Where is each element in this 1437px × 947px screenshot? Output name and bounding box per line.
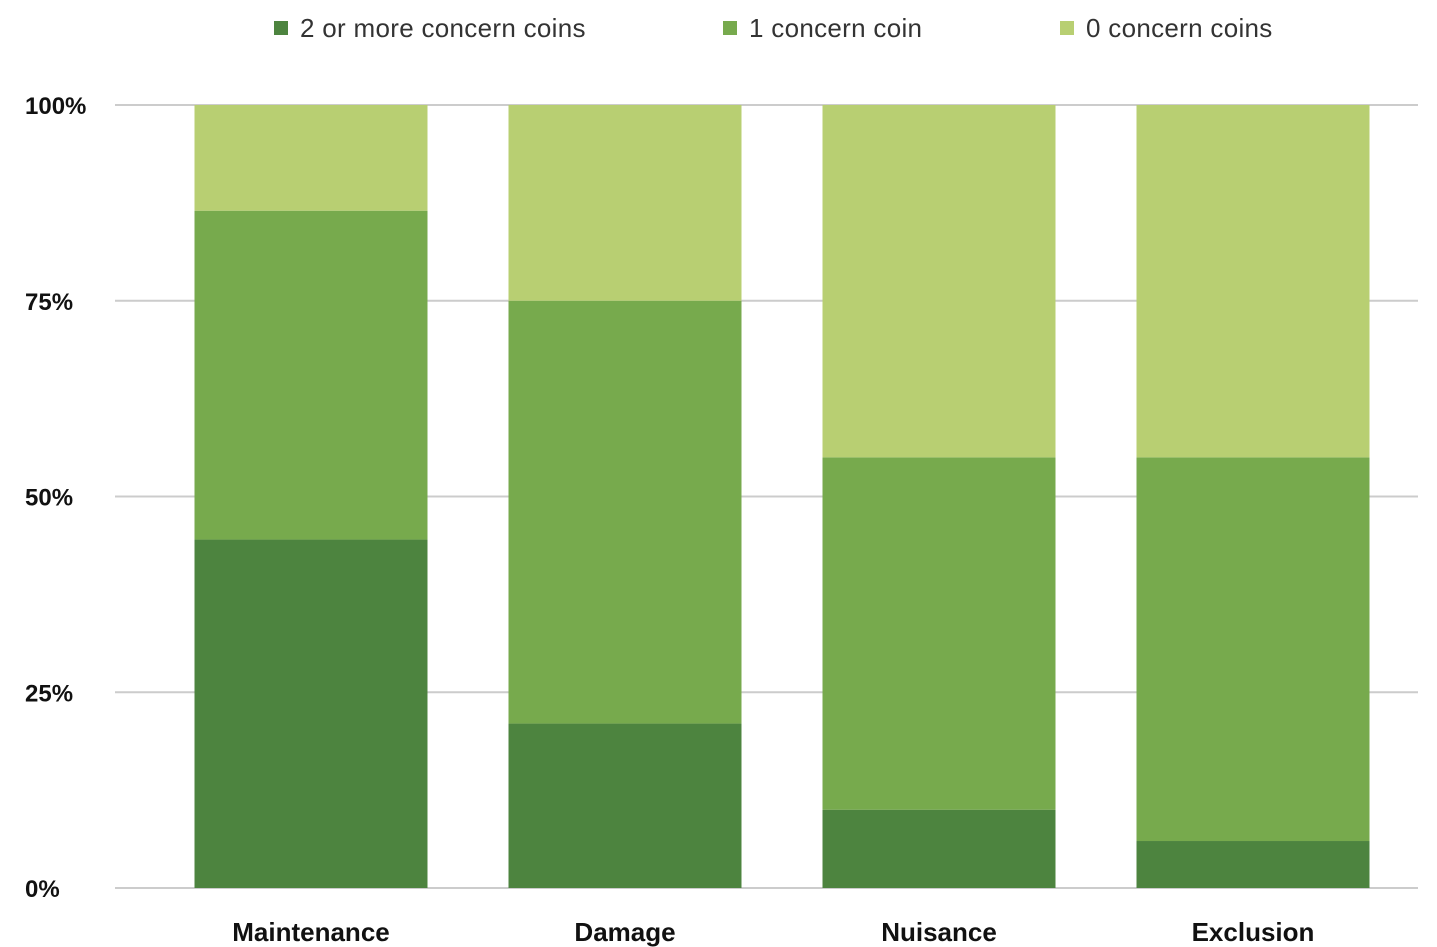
bar-segment-damage-s0 — [508, 723, 742, 888]
legend-item-one: 1 concern coin — [723, 8, 922, 48]
x-tick-label: Exclusion — [1192, 917, 1315, 947]
legend-item-zero: 0 concern coins — [1060, 8, 1273, 48]
chart-legend: 2 or more concern coins 1 concern coin 0… — [0, 8, 1437, 48]
bar-segment-exclusion-s1 — [1136, 457, 1370, 842]
bar-segment-nuisance-s0 — [822, 809, 1056, 888]
y-tick-label: 100% — [25, 93, 86, 120]
legend-item-two-plus: 2 or more concern coins — [274, 8, 586, 48]
bar-segment-maintenance-s1 — [194, 210, 428, 540]
bar-segment-damage-s1 — [508, 300, 742, 724]
legend-swatch-two-plus — [274, 21, 288, 35]
y-tick-label: 50% — [25, 485, 73, 512]
bar-segment-nuisance-s2 — [822, 105, 1056, 458]
y-tick-label: 75% — [25, 289, 73, 316]
legend-label-one: 1 concern coin — [749, 12, 923, 43]
x-tick-label: Nuisance — [881, 917, 997, 947]
x-tick-label: Damage — [574, 917, 675, 947]
y-tick-label: 25% — [25, 680, 73, 707]
legend-label-two-plus: 2 or more concern coins — [300, 12, 586, 43]
bar-segment-nuisance-s1 — [822, 457, 1056, 810]
bar-segment-maintenance-s0 — [194, 539, 428, 888]
legend-label-zero: 0 concern coins — [1086, 12, 1273, 43]
bar-segment-exclusion-s2 — [1136, 105, 1370, 458]
bar-segment-exclusion-s0 — [1136, 841, 1370, 888]
bar-segment-maintenance-s2 — [194, 105, 428, 211]
y-tick-label: 0% — [25, 876, 60, 903]
x-tick-label: Maintenance — [232, 917, 390, 947]
bar-segment-damage-s2 — [508, 105, 742, 301]
legend-swatch-zero — [1060, 21, 1074, 35]
legend-swatch-one — [723, 21, 737, 35]
